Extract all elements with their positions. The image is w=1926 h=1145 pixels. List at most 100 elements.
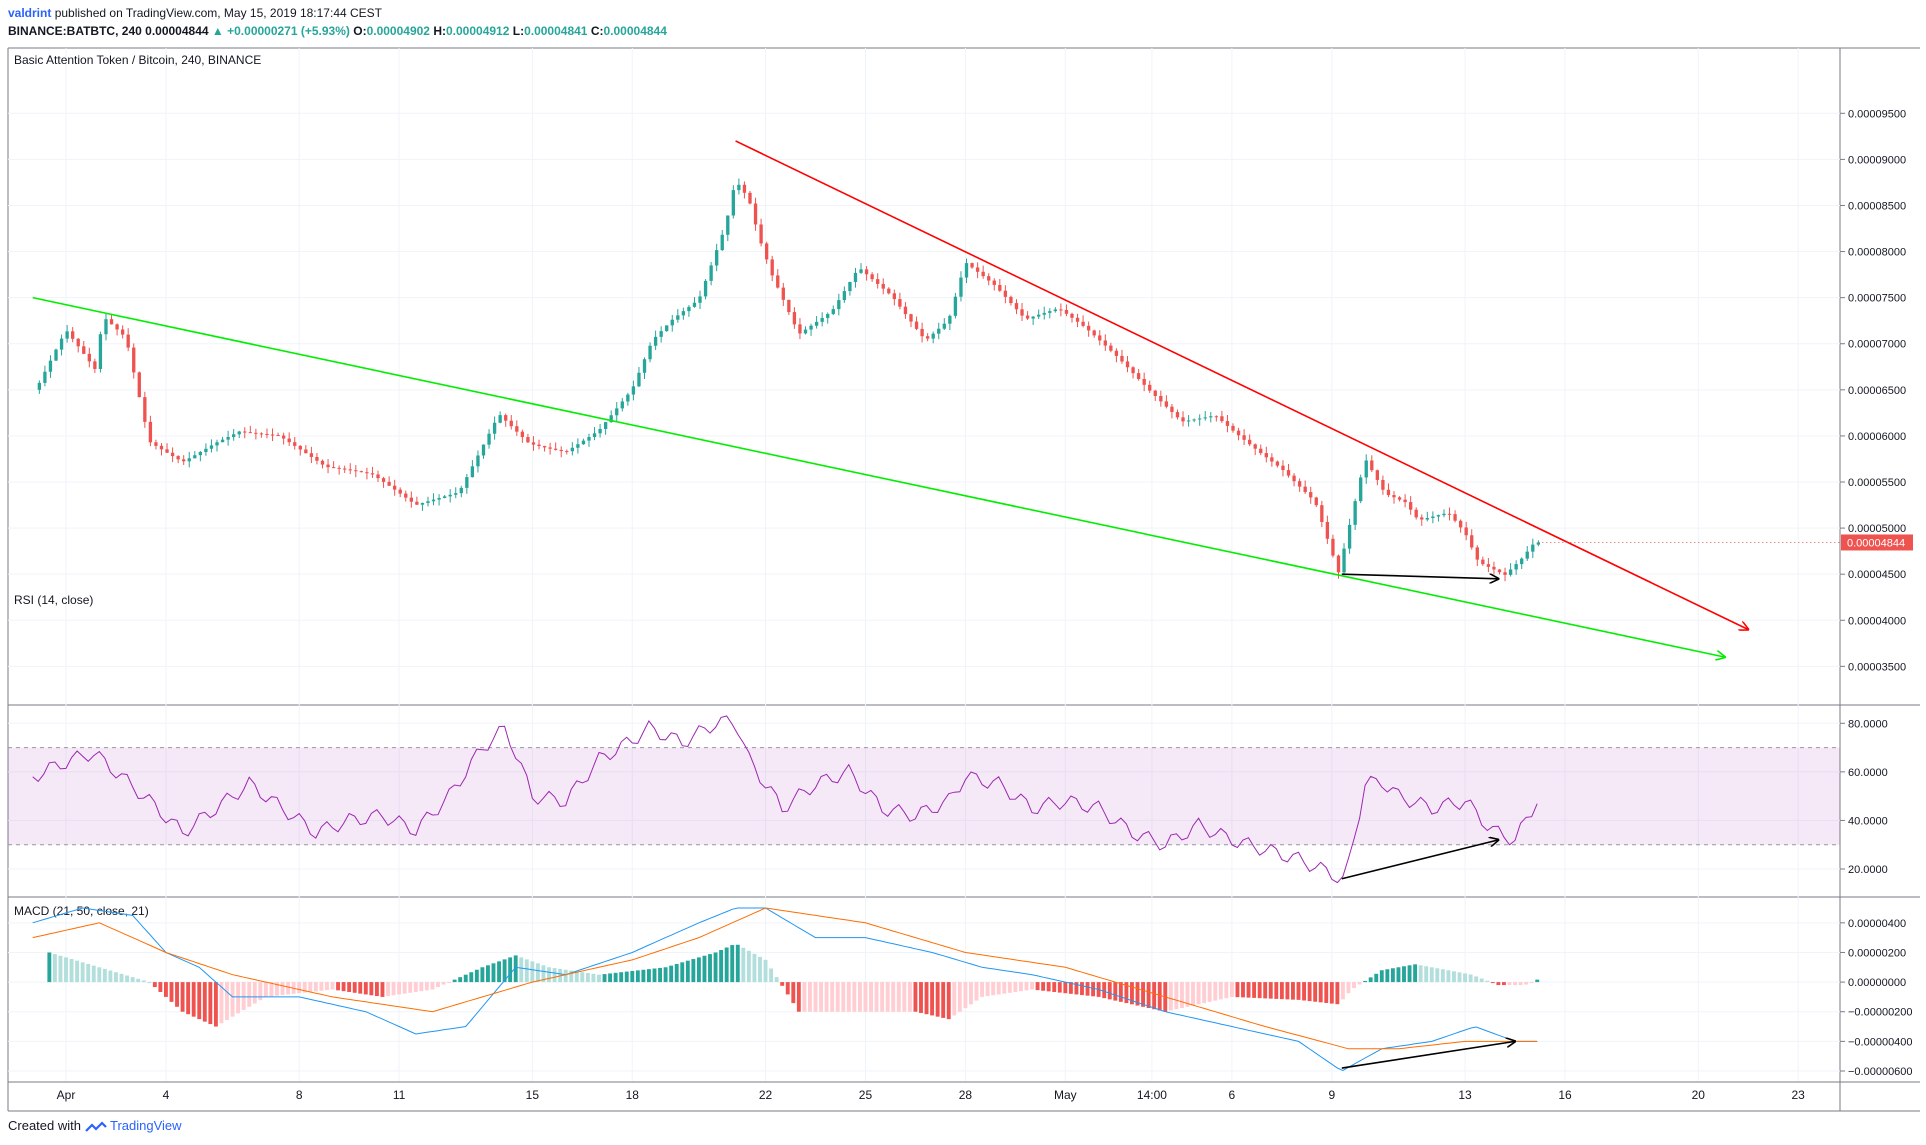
macd-histogram-bar [469, 972, 474, 983]
macd-histogram-bar [1474, 976, 1479, 983]
candle-body [1481, 559, 1485, 565]
created-with-text: Created with [8, 1118, 81, 1133]
macd-histogram-bar [452, 979, 457, 983]
candle-body [864, 269, 869, 275]
candle-body [1381, 479, 1385, 490]
price-scale[interactable]: 0.00009500 0.00009000 0.00008500 0.00008000… [1840, 108, 1913, 1078]
macd-histogram-bar [130, 977, 135, 983]
candle-body [481, 444, 486, 456]
x-tick-label: 8 [296, 1088, 303, 1102]
macd-histogram-bar [935, 982, 940, 1017]
candle-body [1048, 311, 1052, 313]
macd-histogram-bar [663, 967, 668, 983]
candle-body [559, 449, 563, 452]
macd-histogram-bar [225, 982, 229, 1020]
macd-histogram-bar [808, 982, 812, 1012]
candle-body [170, 452, 175, 457]
candle-body [1225, 421, 1230, 426]
candle-body [1297, 481, 1302, 487]
time-scale[interactable]: Apr 4 8 11 15 18 22 25 28 May 14:00 6 9 13 16 20 23 [57, 1088, 1806, 1102]
candle-body [581, 440, 586, 445]
tradingview-brand-link[interactable]: TradingView [110, 1118, 182, 1133]
candle-body [903, 306, 908, 315]
candle-body [592, 433, 597, 438]
x-tick-label: 6 [1229, 1088, 1236, 1102]
candle-body [726, 215, 730, 235]
macd-histogram-bar [463, 974, 468, 983]
rsi-line [32, 715, 1538, 884]
candle-body [1397, 497, 1402, 500]
candle-body [859, 269, 863, 273]
author-link[interactable]: valdrint [8, 6, 52, 20]
macd-histogram-bar [735, 944, 740, 983]
macd-histogram-bar [91, 965, 96, 983]
candle-body [970, 263, 974, 268]
macd-histogram-bar [524, 959, 529, 983]
candle-body [1192, 419, 1196, 421]
candle-body [837, 300, 841, 310]
candle-body [1231, 425, 1235, 431]
candle-body [326, 464, 330, 468]
macd-histogram-bar [1318, 982, 1323, 1003]
macd-histogram-bar [1141, 982, 1146, 1007]
macd-histogram-bar [1274, 982, 1279, 999]
macd-histogram-bar [324, 982, 329, 991]
symbol-label: BINANCE:BATBTC, 240 [8, 24, 142, 38]
candle-body [981, 271, 985, 277]
main-y-tick-label: 0.00008000 [1848, 247, 1906, 259]
x-tick-label: May [1054, 1088, 1077, 1102]
macd-histogram-bar [1329, 982, 1334, 1004]
candle-body [387, 481, 391, 486]
candle-body [1386, 489, 1391, 496]
candle-body [1170, 406, 1174, 413]
grid-lines [7, 47, 1920, 1112]
macd-histogram-bar [75, 960, 80, 983]
candle-body [1442, 513, 1446, 516]
macd-histogram-bar [1241, 982, 1245, 998]
candle-body [1408, 502, 1413, 510]
macd-histogram-bar [102, 968, 107, 983]
candle-body [1359, 477, 1363, 502]
x-tick-label: 25 [859, 1088, 873, 1102]
main-y-tick-label: 0.00004500 [1848, 569, 1906, 581]
macd-histogram-bar [885, 982, 890, 1012]
macd-histogram-bar [852, 982, 857, 1012]
candle-body [220, 439, 225, 443]
candle-body [1292, 475, 1296, 482]
candle-body [1009, 296, 1013, 304]
macd-histogram-bar [630, 970, 635, 983]
candle-body [720, 234, 724, 251]
macd-histogram-bar [114, 972, 118, 983]
macd-histogram-bar [302, 982, 307, 993]
candle-body [787, 299, 791, 313]
candle-body [1453, 514, 1457, 521]
candle-body [93, 361, 97, 369]
chart-canvas[interactable]: Basic Attention Token / Bitcoin, 240, BI… [0, 44, 1926, 1116]
rsi-band [8, 747, 1840, 845]
macd-histogram-bar [1152, 982, 1157, 1010]
candle-body [653, 336, 658, 346]
candle-body [226, 436, 230, 440]
candle-body [370, 473, 375, 475]
macd-histogram-bar [713, 952, 718, 983]
macd-histogram-bar [363, 982, 368, 995]
candle-body [1120, 355, 1124, 362]
macd-histogram-bar [597, 974, 601, 983]
candle-body [1342, 548, 1346, 573]
x-tick-label: 16 [1558, 1088, 1572, 1102]
candle-body [764, 243, 769, 260]
candle-body [898, 299, 902, 307]
candle-body [1247, 439, 1252, 445]
macd-histogram-bar [774, 977, 779, 983]
candle-body [1075, 317, 1080, 322]
rsi-y-tick-label: 80.0000 [1848, 718, 1888, 730]
macd-histogram-bar [719, 949, 724, 983]
candle-body [731, 190, 735, 216]
candle-body [1525, 551, 1529, 559]
candle-body [492, 422, 497, 434]
candle-body [548, 447, 552, 449]
candle-body [1236, 430, 1241, 436]
x-tick-label: 28 [959, 1088, 973, 1102]
candle-body [265, 433, 269, 435]
macd-histogram-bar [319, 982, 324, 991]
